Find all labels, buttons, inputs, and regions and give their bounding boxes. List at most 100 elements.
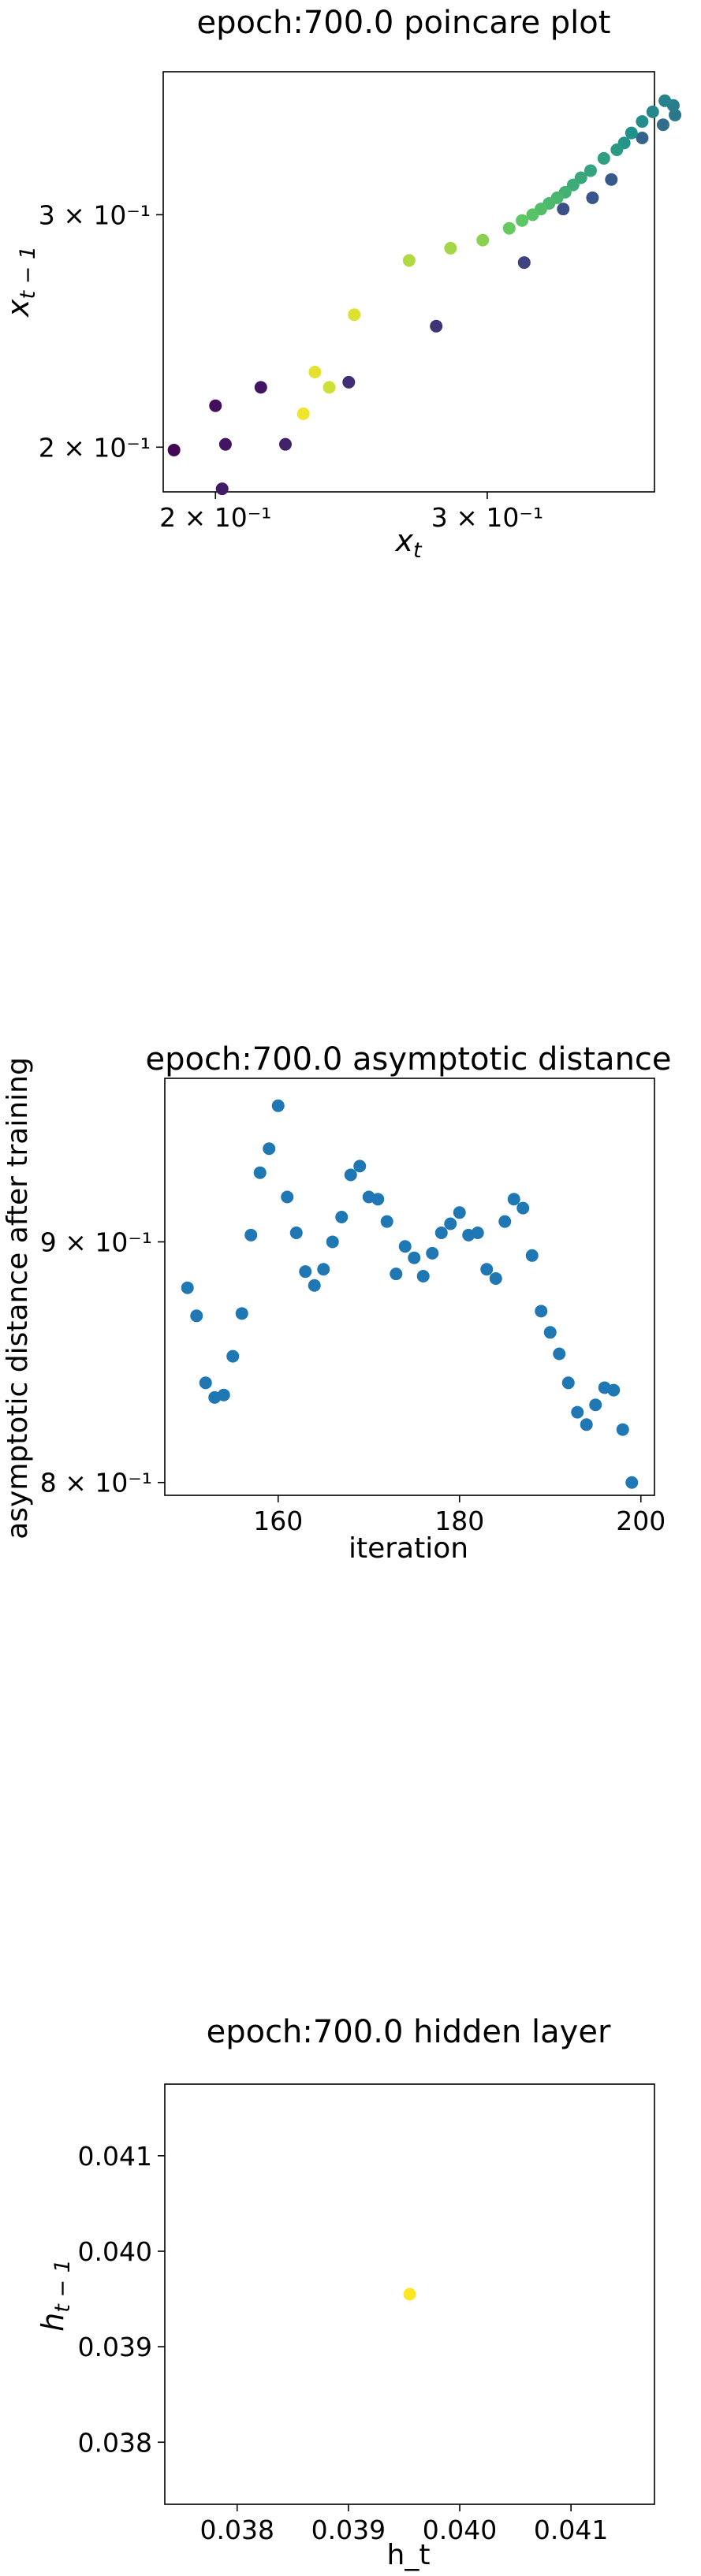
x-tick-label: 0.039	[311, 2515, 386, 2545]
data-point	[543, 1326, 557, 1339]
y-tick-label: 8 × 10⁻¹	[40, 1468, 152, 1498]
data-point	[254, 381, 267, 394]
data-point	[607, 1383, 621, 1397]
asymptotic-distance-chart: epoch:700.0 asymptotic distance 160 180 20…	[2, 1041, 672, 1565]
data-point	[502, 221, 516, 235]
data-point	[371, 1193, 385, 1206]
chart-title: epoch:700.0 asymptotic distance	[145, 1041, 671, 1078]
data-point	[444, 1217, 457, 1230]
data-point	[348, 308, 361, 322]
data-point	[669, 108, 682, 121]
data-point	[190, 1309, 203, 1323]
y-tick-label: 3 × 10⁻¹	[39, 199, 151, 230]
data-point	[430, 319, 443, 333]
y-tick-label: 0.040	[78, 2236, 152, 2267]
data-points	[167, 94, 682, 496]
data-point	[625, 1476, 639, 1489]
data-point	[480, 1263, 494, 1276]
data-point	[335, 1210, 349, 1223]
data-point	[398, 1240, 412, 1253]
data-point	[610, 143, 624, 157]
data-point	[517, 256, 531, 270]
data-point	[217, 1388, 230, 1402]
data-point	[218, 437, 232, 451]
data-point	[317, 1263, 330, 1276]
data-point	[580, 1418, 593, 1431]
data-point	[299, 1265, 312, 1279]
y-axis-label: xt − 1	[1, 246, 40, 318]
data-point	[289, 1226, 303, 1239]
x-ticks: 2 × 10⁻¹ 3 × 10⁻¹	[159, 492, 543, 533]
data-point	[535, 1305, 548, 1318]
data-point	[571, 1405, 584, 1419]
data-point	[434, 1226, 448, 1239]
y-ticks: 0.038 0.039 0.040 0.041	[78, 2141, 165, 2458]
data-point	[426, 1246, 439, 1260]
y-tick-label: 2 × 10⁻¹	[39, 432, 151, 463]
data-point	[244, 1228, 258, 1241]
x-tick-label: 0.038	[199, 2515, 274, 2545]
data-point	[403, 2288, 416, 2301]
data-point	[308, 1279, 321, 1292]
data-point	[342, 375, 356, 389]
y-tick-label: 0.039	[78, 2332, 152, 2362]
data-point	[444, 241, 457, 255]
data-point	[253, 1166, 267, 1179]
data-point	[625, 126, 638, 140]
chart-title: epoch:700.0 hidden layer	[207, 2014, 611, 2050]
data-points	[403, 2288, 416, 2301]
y-axis-label: ht − 1	[35, 2259, 75, 2332]
data-point	[380, 1215, 393, 1228]
x-tick-label: 0.040	[423, 2515, 497, 2545]
data-point	[584, 164, 597, 177]
data-point	[226, 1349, 240, 1363]
data-point	[408, 1251, 421, 1264]
x-axis-label: xt	[394, 523, 423, 563]
data-point	[586, 191, 599, 204]
data-point	[526, 208, 539, 221]
x-tick-label: 0.041	[534, 2515, 608, 2545]
data-point	[281, 1190, 294, 1204]
data-point	[308, 366, 322, 379]
data-point	[278, 437, 292, 451]
data-point	[616, 1423, 629, 1436]
data-point	[296, 407, 310, 420]
data-point	[636, 115, 649, 128]
data-point	[489, 1271, 502, 1285]
data-point	[271, 1099, 285, 1112]
data-point	[263, 1142, 276, 1156]
y-axis-label: asymptotic distance after training	[2, 1057, 34, 1539]
data-point	[646, 105, 659, 118]
data-point	[471, 1226, 484, 1239]
x-tick-label: 2 × 10⁻¹	[159, 502, 271, 533]
data-point	[516, 214, 529, 227]
data-point	[658, 94, 672, 107]
data-point	[656, 118, 669, 132]
x-tick-label: 3 × 10⁻¹	[431, 502, 543, 533]
data-point	[476, 233, 490, 247]
x-axis-label: h_t	[387, 2539, 431, 2571]
x-axis-label: iteration	[349, 1532, 468, 1565]
data-point	[215, 482, 229, 496]
x-ticks: 0.038 0.039 0.040 0.041	[199, 2504, 608, 2545]
data-point	[167, 443, 181, 456]
data-point	[561, 1376, 575, 1390]
data-point	[199, 1376, 212, 1390]
y-tick-label: 0.041	[78, 2141, 152, 2172]
data-point	[344, 1168, 357, 1182]
y-tick-label: 0.038	[78, 2427, 152, 2458]
data-point	[636, 132, 649, 145]
data-point	[326, 1235, 339, 1249]
data-point	[181, 1281, 194, 1294]
data-point	[525, 1249, 539, 1262]
data-point	[402, 254, 416, 267]
plot-area	[162, 71, 655, 493]
data-point	[209, 399, 222, 412]
x-ticks: 160 180 200	[253, 1495, 666, 1536]
data-point	[566, 178, 580, 192]
plot-area	[164, 1078, 655, 1496]
data-point	[605, 173, 618, 186]
data-point	[498, 1215, 512, 1228]
data-point	[557, 203, 570, 216]
